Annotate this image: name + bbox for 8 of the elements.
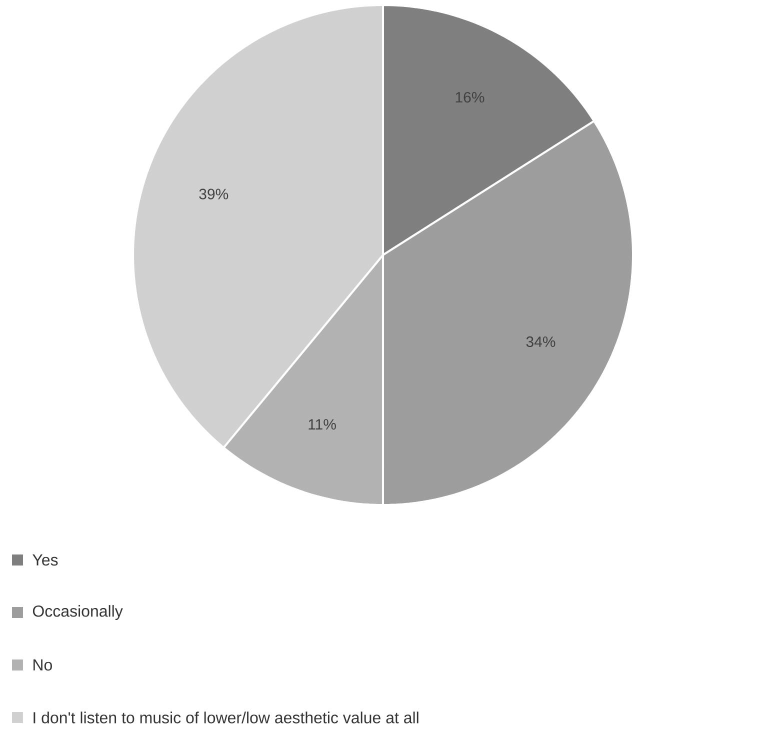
legend-label: Occasionally [32,605,123,620]
data-label: 39% [199,188,228,200]
legend-label: I don't listen to music of lower/low aesthetic value at all [34,712,418,724]
legend-label: No [34,659,52,671]
data-label: 34% [526,336,556,348]
data-label: 16% [456,92,484,103]
data-label: 11% [308,419,336,430]
legend-label: Yes [32,554,58,566]
